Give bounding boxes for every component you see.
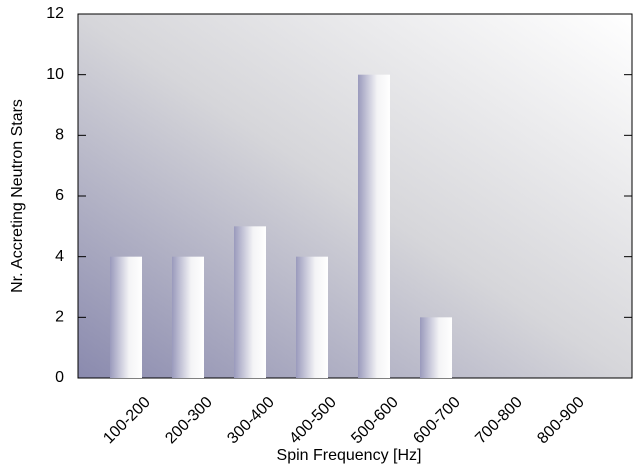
bar (420, 317, 452, 378)
x-tick-label: 800-900 (534, 394, 588, 448)
x-tick-label: 200-300 (162, 394, 216, 448)
x-tick-label: 500-600 (348, 394, 402, 448)
x-tick-label: 100-200 (100, 394, 154, 448)
bar (234, 226, 266, 378)
y-tick-label: 12 (46, 5, 64, 22)
bar (296, 256, 328, 378)
bar (110, 256, 142, 378)
y-tick-label: 10 (46, 66, 64, 83)
bar (172, 256, 204, 378)
plot-area (77, 13, 633, 379)
x-tick-label: 600-700 (410, 394, 464, 448)
y-tick-label: 0 (55, 369, 64, 386)
x-tick-label: 300-400 (224, 394, 278, 448)
y-axis-label: Nr. Accreting Neutron Stars (9, 99, 26, 293)
x-tick-label: 400-500 (286, 394, 340, 448)
y-tick-label: 2 (55, 309, 64, 326)
bar (358, 74, 390, 379)
y-tick-label: 8 (55, 127, 64, 144)
x-tick-label: 700-800 (472, 394, 526, 448)
y-tick-label: 4 (55, 248, 64, 265)
y-tick-label: 6 (55, 187, 64, 204)
x-axis-label: Spin Frequency [Hz] (277, 447, 422, 464)
